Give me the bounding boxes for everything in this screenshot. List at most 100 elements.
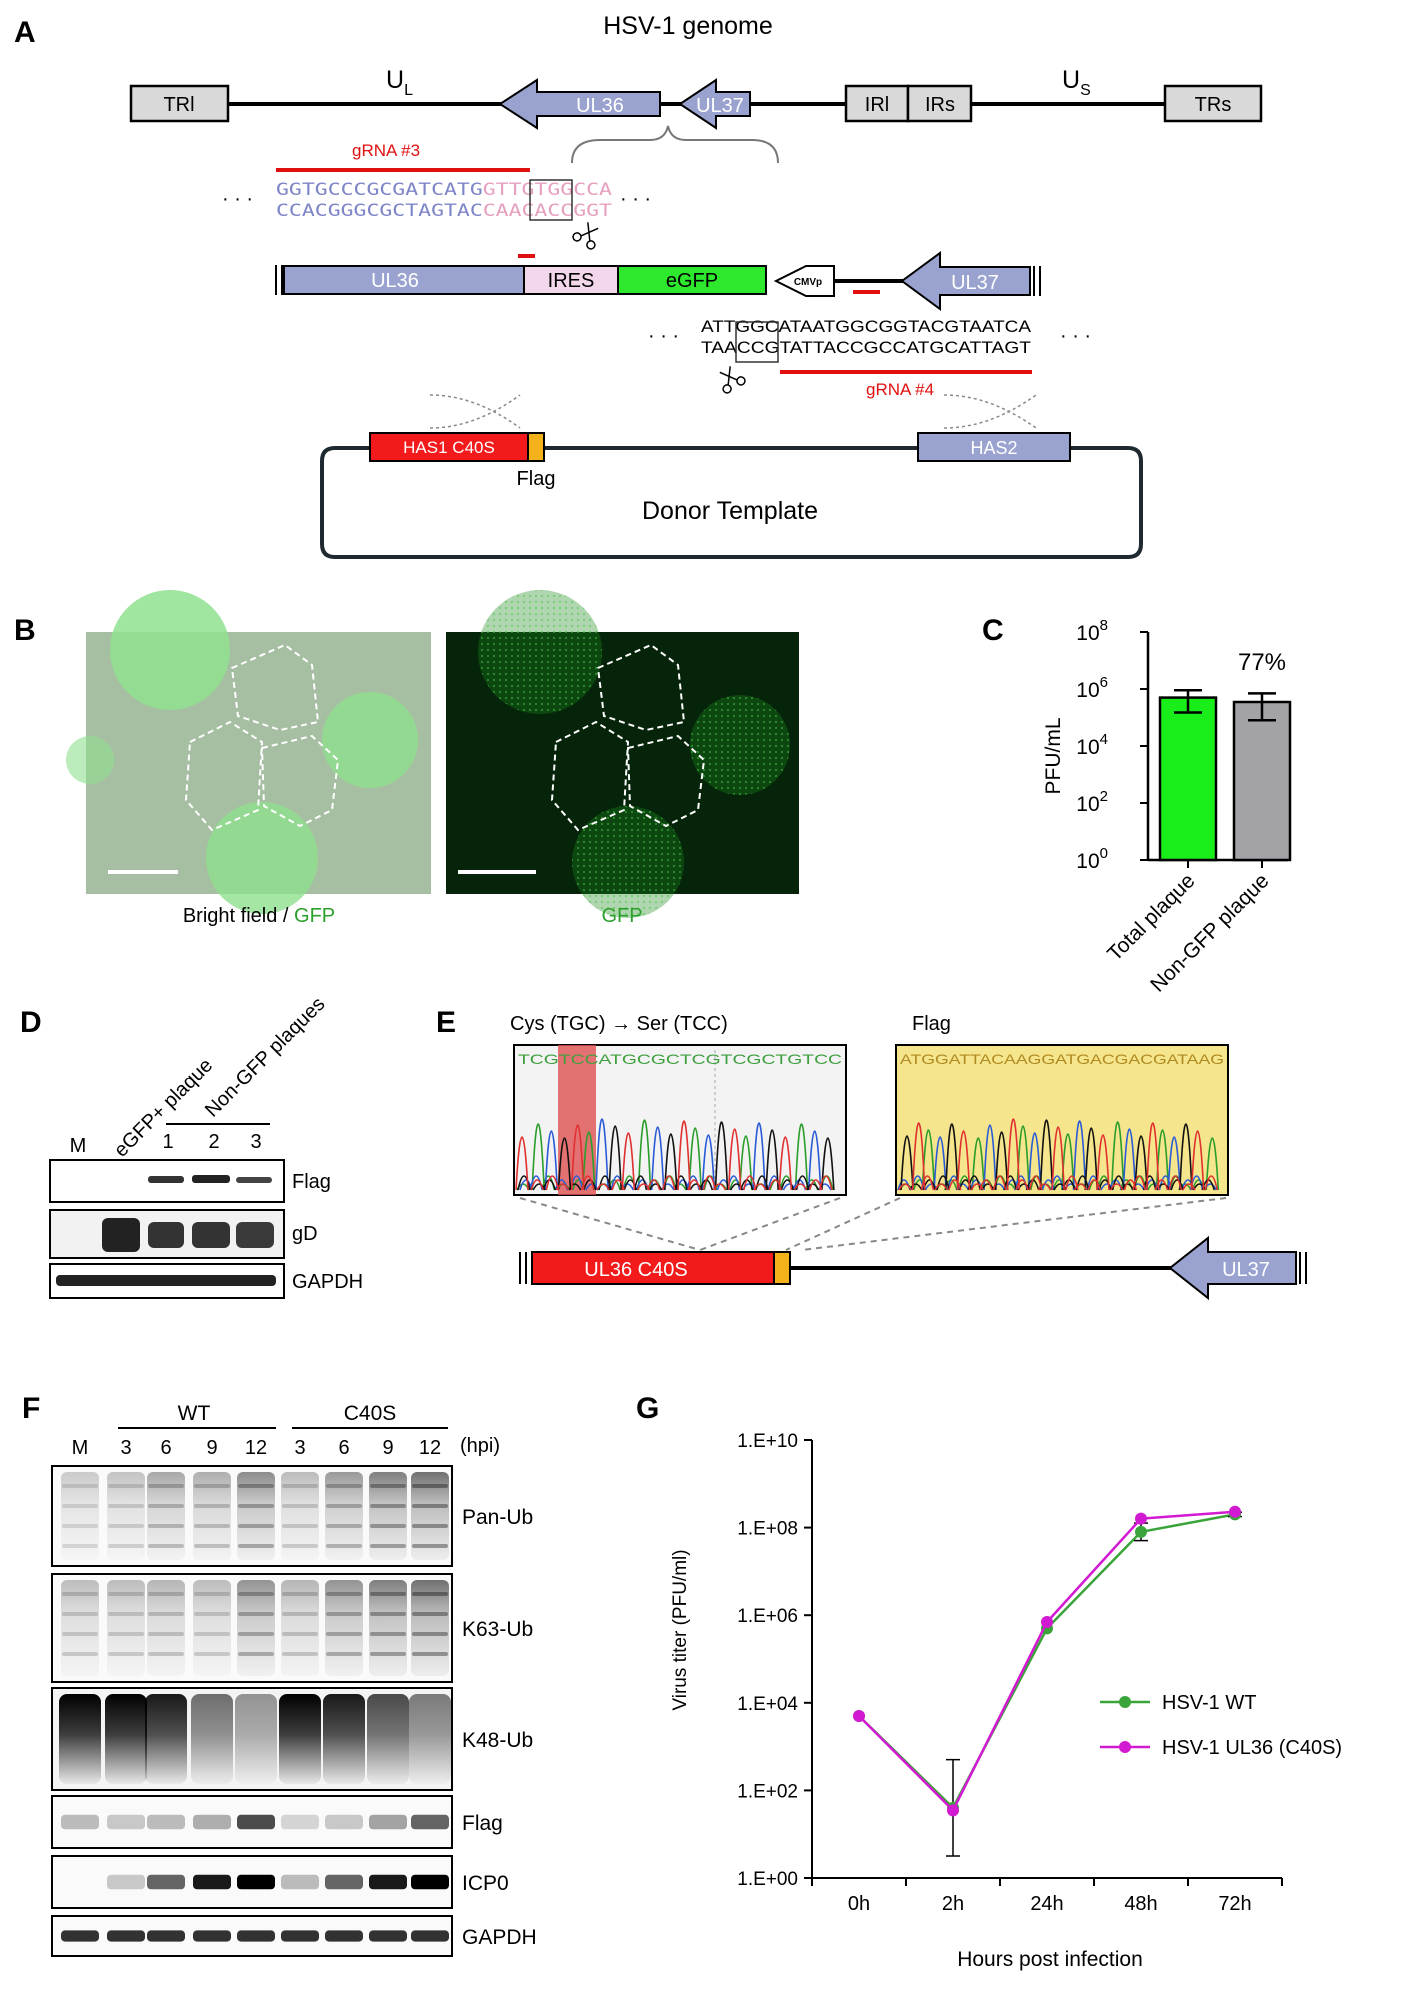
blot-band [412,1484,448,1488]
g-legend-marker [1119,1741,1131,1753]
donor-has1: HAS1 C40S [369,432,529,462]
blot-band [237,1814,275,1830]
blot-band [238,1592,274,1596]
gene-ul37-arrow: UL37 [678,78,751,130]
blot-lane [237,1472,275,1560]
blot-band [62,1652,98,1656]
blot-lane [411,1472,449,1560]
blot-band [147,1930,185,1942]
blot-lane [279,1694,321,1784]
construct-ires: IRES [523,265,619,295]
blot-band [370,1544,406,1548]
donor-has2: HAS2 [917,432,1071,462]
blot-band [412,1652,448,1656]
blot-band [237,1930,275,1942]
blot-band [62,1592,98,1596]
blot-band [238,1484,274,1488]
panel-d: D M eGFP+ plaque Non-GFP plaques 1 2 3 F… [20,993,363,1299]
g-point [1229,1505,1241,1518]
blot-band [326,1592,362,1596]
blot-lane [369,1580,407,1676]
blot-lane [107,1580,145,1676]
blot-band [62,1484,98,1488]
svg-text:· · ·: · · · [222,188,253,210]
blot-band [238,1632,274,1636]
donor-label: Donor Template [642,497,818,525]
blot-band [282,1504,318,1508]
chromatogram-trace [515,1120,833,1191]
genome-title: HSV-1 genome [603,12,773,40]
lane-m: M [70,1135,87,1157]
g-point [853,1709,865,1722]
box-irl: IRl [844,84,910,123]
g-y-tick-label: 1.E+02 [737,1781,798,1802]
blot-label: Flag [462,1812,503,1835]
svg-text:TRl: TRl [163,94,194,116]
blot-f-icp0: ICP0 [51,1855,509,1909]
blot-band [281,1930,319,1942]
blot-band [370,1592,406,1596]
g-y-tick-label: 1.E+08 [737,1519,798,1540]
blot-lane [107,1472,145,1560]
panel-c-letter: C [982,614,1004,647]
blot-band [148,1632,184,1636]
svg-text:TRs: TRs [1195,94,1232,116]
box-trl: TRl [129,84,230,123]
chrom2-title: Flag [912,1013,951,1035]
blot-band [412,1632,448,1636]
lane-label: 3 [120,1437,131,1459]
blot-band [193,1874,231,1890]
unit-hpi: (hpi) [460,1435,500,1457]
blot-band [108,1504,144,1508]
g-x-tick-label: 72h [1218,1893,1251,1915]
svg-text:HAS1 C40S: HAS1 C40S [403,438,495,457]
blot-band [194,1544,230,1548]
blot-band [281,1874,319,1890]
blot-band [193,1814,231,1830]
svg-text:UL36: UL36 [371,270,419,292]
blot-band [282,1484,318,1488]
ul36-c40s-bar: UL36 C40S [531,1251,775,1285]
blot-band [326,1504,362,1508]
blot-lane [411,1580,449,1676]
svg-text:UL37: UL37 [696,95,744,117]
panel-a-letter: A [14,16,36,49]
panel-f: F WT C40S M 3 6 9 12 3 6 9 12 (hpi) Pan-Ub K63-Ub… [22,1392,537,1957]
blot-lane [281,1472,319,1560]
blot-band [369,1930,407,1942]
blot-band [238,1524,274,1528]
lane-label: 6 [338,1437,349,1459]
blot-d-gapdh: GAPDH [49,1263,363,1299]
blot-band [282,1652,318,1656]
blot-lane [147,1580,185,1676]
g-legend-marker [1119,1696,1131,1708]
g-xlabel: Hours post infection [957,1948,1143,1971]
svg-text:TCGTCCATGCGCTCGTCGCTGTCC: TCGTCCATGCGCTCGTCGCTGTCC [518,1051,842,1067]
blot-band [148,1504,184,1508]
g-legend-label: HSV-1 UL36 (C40S) [1162,1737,1342,1759]
blot-band [61,1930,99,1942]
blot-label: Pan-Ub [462,1506,533,1529]
blot-band [326,1484,362,1488]
blot-band [148,1592,184,1596]
c-y-tick-label: 100 [1076,845,1108,873]
seq-top-strand: GGTGCCCGCGATCATG GTTGTGGCCA [276,180,612,200]
g-point [1041,1615,1053,1628]
blot-band [62,1524,98,1528]
blot-band [148,1524,184,1528]
c-y-tick-label: 106 [1076,674,1108,702]
blot-lane [323,1694,365,1784]
svg-text:GAPDH: GAPDH [292,1271,363,1293]
blot-band [194,1592,230,1596]
blot-band [62,1504,98,1508]
blot-band [282,1632,318,1636]
g-point [1135,1512,1147,1525]
blot-band [238,1504,274,1508]
g-x-tick-label: 0h [848,1893,870,1915]
g-y-tick-label: 1.E+04 [737,1694,798,1715]
blot-band [147,1874,185,1890]
blot-band [325,1874,363,1890]
g-y-tick-label: 1.E+10 [737,1431,798,1452]
blot-band [108,1524,144,1528]
chromatogram-flag: ATGGATTACAAGGATGACGACGATAAG [895,1044,1229,1196]
